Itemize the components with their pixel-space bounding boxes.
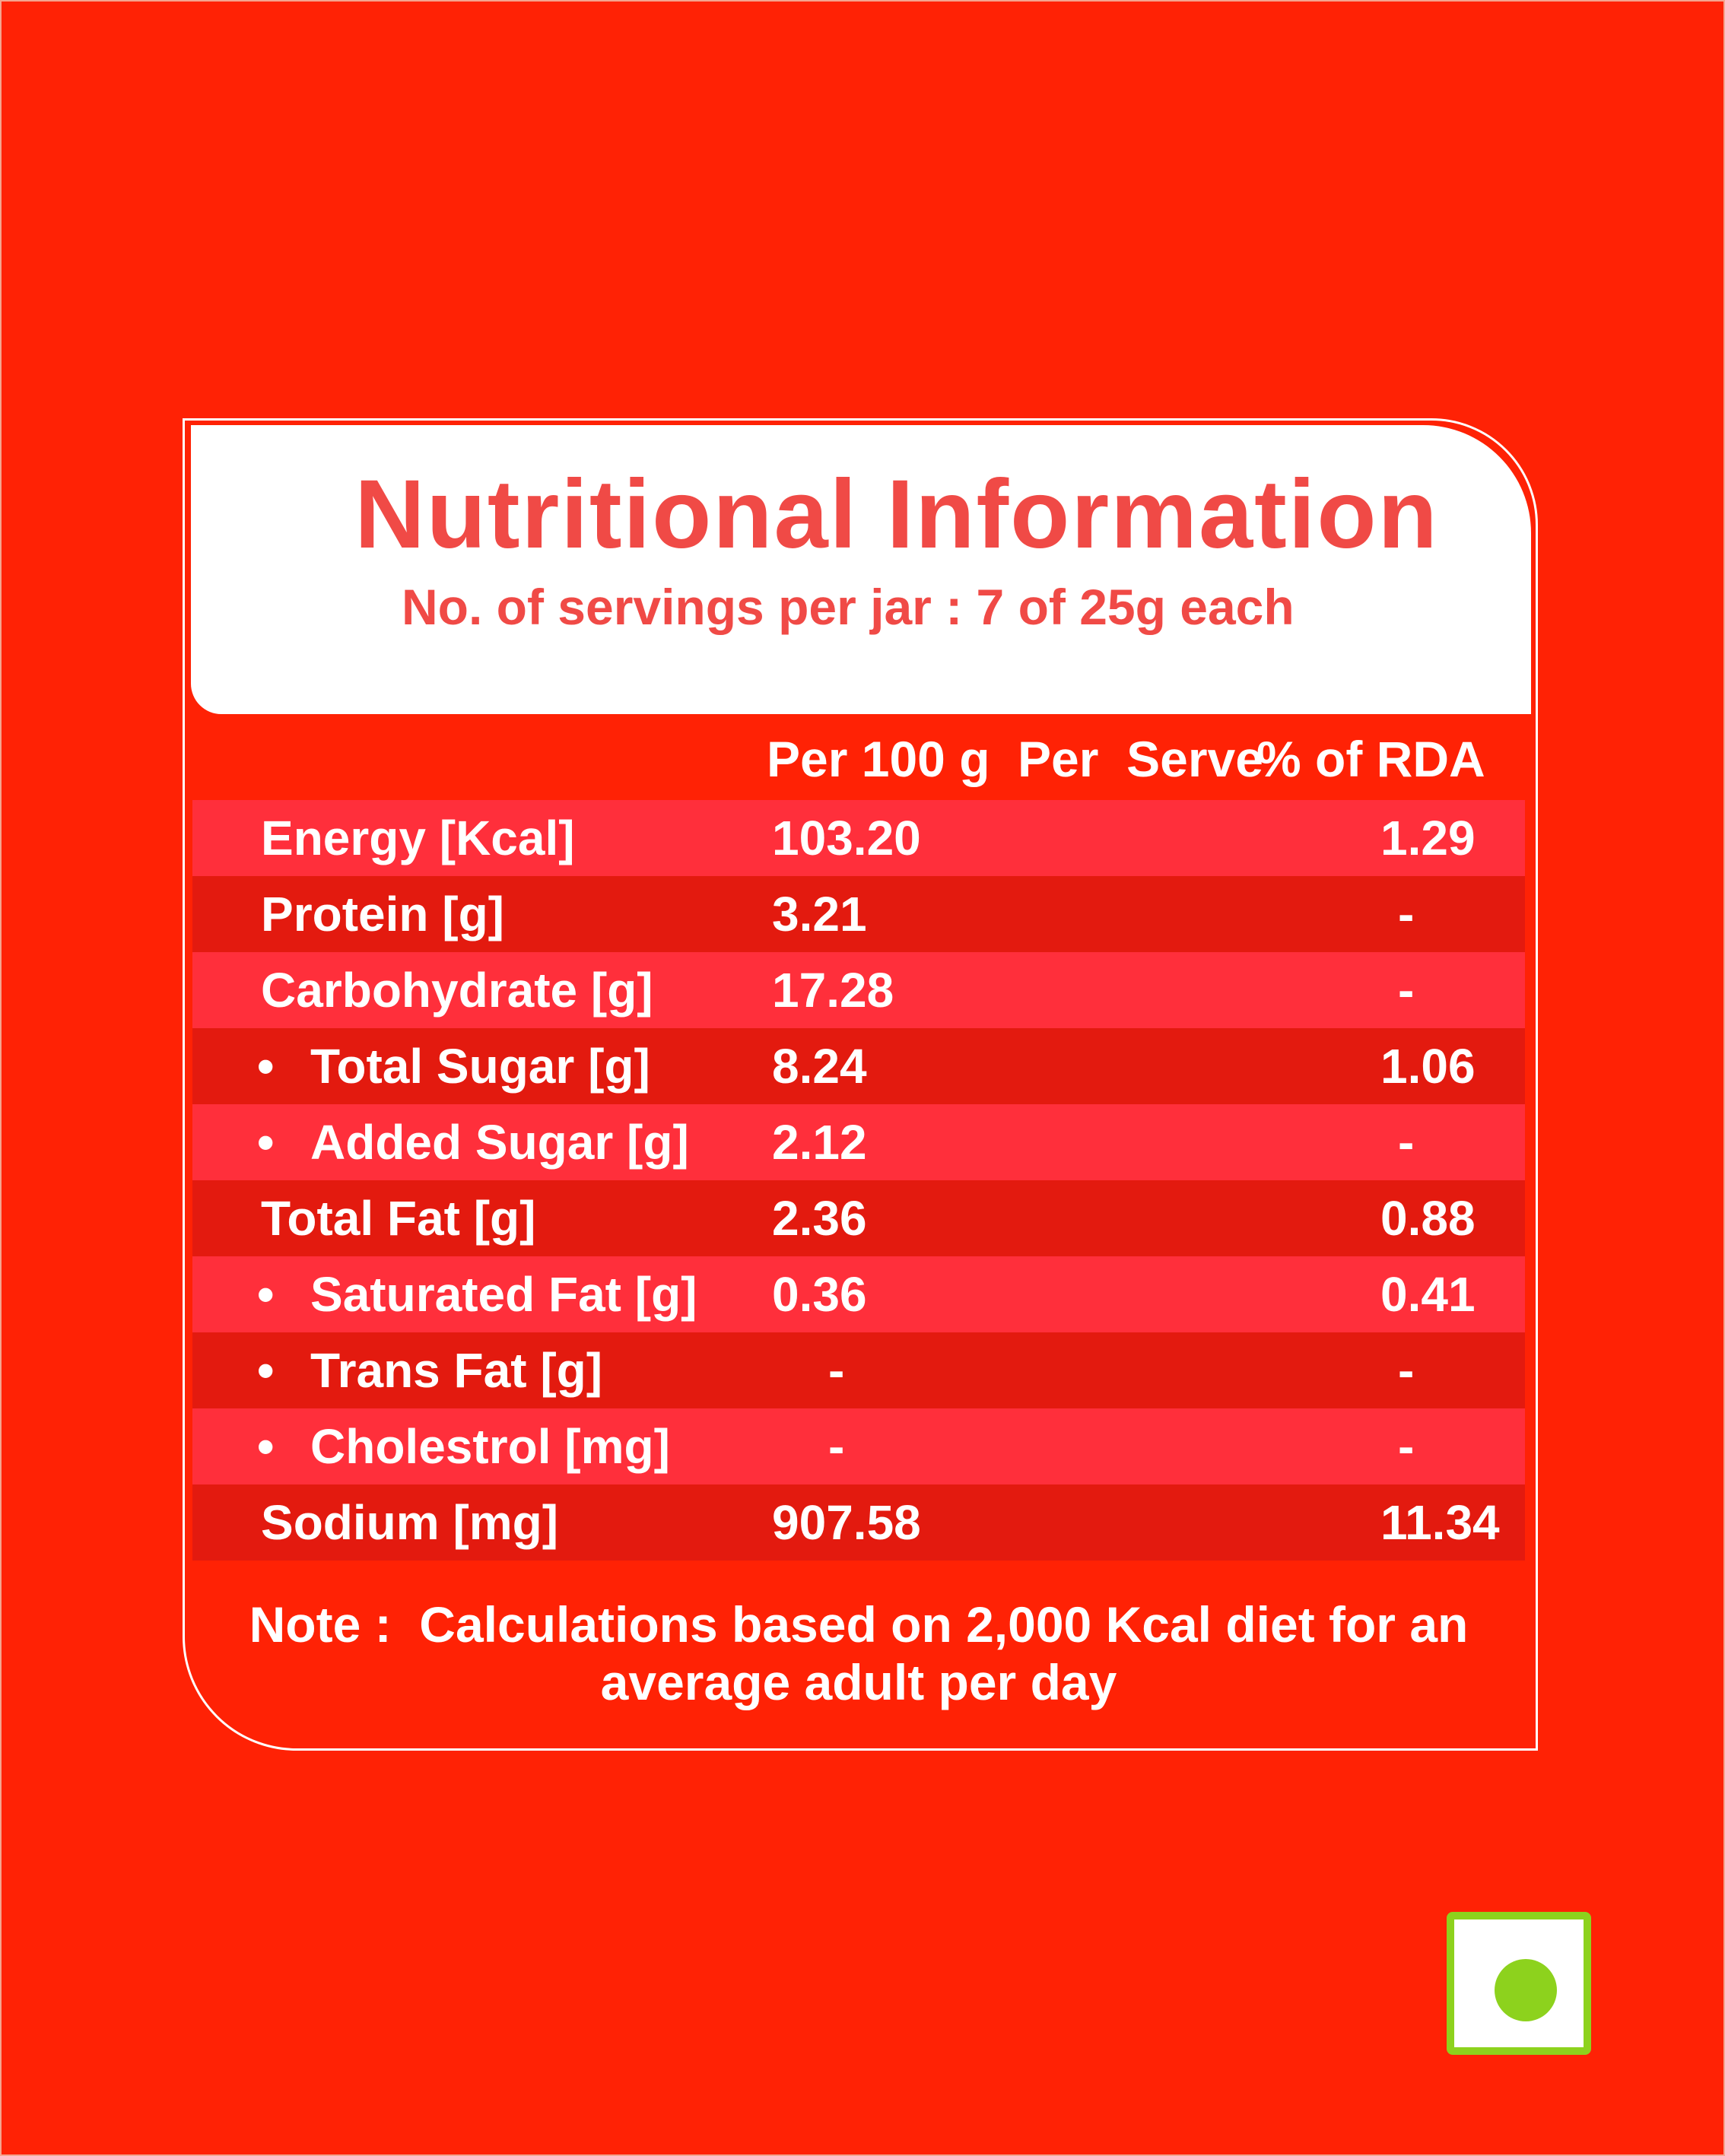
table-row: • Added Sugar [g] 2.12 - <box>192 1104 1525 1180</box>
nutrient-name: • Trans Fat [g] <box>257 1332 602 1408</box>
per-100g-value: - <box>828 1343 845 1398</box>
nutrient-label: Saturated Fat [g] <box>310 1267 697 1322</box>
per-100g-value: 907.58 <box>772 1495 921 1550</box>
nutrient-name: Protein [g] <box>261 876 504 952</box>
note-line-2: average adult per day <box>600 1654 1117 1710</box>
nutrient-label: Protein [g] <box>261 887 504 941</box>
table-row: • Saturated Fat [g] 0.36 0.41 <box>192 1256 1525 1332</box>
per-serve-rda-value: - <box>1398 887 1415 941</box>
nutrient-label: Trans Fat [g] <box>310 1343 603 1398</box>
nutrient-name: • Total Sugar [g] <box>257 1028 650 1104</box>
table-row: • Trans Fat [g] - - <box>192 1332 1525 1408</box>
table-row: • Total Sugar [g] 8.24 1.06 <box>192 1028 1525 1104</box>
per-serve-rda-value: 0.88 <box>1380 1191 1476 1246</box>
nutrient-name: Energy [Kcal] <box>261 800 575 876</box>
nutrient-label: Added Sugar [g] <box>310 1115 689 1170</box>
per-serve-rda-value: 11.34 <box>1380 1495 1500 1550</box>
nutrient-name: • Added Sugar [g] <box>257 1104 689 1180</box>
table-row: Energy [Kcal] 103.20 1.29 <box>192 800 1525 876</box>
per-serve-rda-value: - <box>1398 1343 1415 1398</box>
nutrient-label: Sodium [mg] <box>261 1495 559 1550</box>
per-serve-rda-value: - <box>1398 1115 1415 1170</box>
nutrient-label: Energy [Kcal] <box>261 811 575 865</box>
servings-subtitle: No. of servings per jar : 7 of 25g each <box>402 579 1295 635</box>
bullet-icon: • <box>257 1419 275 1474</box>
nutrient-label: Carbohydrate [g] <box>261 963 653 1018</box>
per-100g-value: 17.28 <box>772 963 894 1018</box>
per-100g-value: - <box>828 1419 845 1474</box>
bullet-icon: • <box>257 1267 275 1322</box>
table-row: Carbohydrate [g] 17.28 - <box>192 952 1525 1028</box>
bullet-icon: • <box>257 1039 275 1094</box>
per-100g-value: 0.36 <box>772 1267 867 1322</box>
per-serve-rda-value: - <box>1398 963 1415 1018</box>
bullet-icon: • <box>257 1115 275 1170</box>
nutrient-name: • Cholestrol [mg] <box>257 1408 670 1484</box>
table-row: Protein [g] 3.21 - <box>192 876 1525 952</box>
column-header-per-100g: Per 100 g <box>767 731 990 787</box>
per-100g-value: 8.24 <box>772 1039 867 1094</box>
veg-symbol-icon <box>1447 1912 1591 2055</box>
nutrient-name: Carbohydrate [g] <box>261 952 653 1028</box>
bullet-icon: • <box>257 1343 275 1398</box>
per-100g-value: 2.36 <box>772 1191 867 1246</box>
nutrient-label: Total Sugar [g] <box>310 1039 650 1094</box>
nutrient-label: Total Fat [g] <box>261 1191 536 1246</box>
column-header-per-serve: Per Serve <box>1018 731 1263 787</box>
nutrient-name: Total Fat [g] <box>261 1180 535 1256</box>
note-text: Note : Calculations based on 2,000 Kcal … <box>192 1596 1525 1711</box>
per-serve-rda-value: - <box>1398 1419 1415 1474</box>
per-serve-rda-value: 1.06 <box>1380 1039 1476 1094</box>
per-100g-value: 103.20 <box>772 811 921 865</box>
table-row: • Cholestrol [mg] - - <box>192 1408 1525 1484</box>
per-serve-rda-value: 1.29 <box>1380 811 1476 865</box>
page-title: Nutritional Information <box>354 460 1439 569</box>
header-box <box>191 425 1531 714</box>
nutrient-name: Sodium [mg] <box>261 1484 558 1561</box>
per-100g-value: 2.12 <box>772 1115 867 1170</box>
nutrient-label: Cholestrol [mg] <box>310 1419 670 1474</box>
per-serve-rda-value: 0.41 <box>1380 1267 1476 1322</box>
nutrient-name: • Saturated Fat [g] <box>257 1256 697 1332</box>
note-line-1: Note : Calculations based on 2,000 Kcal … <box>249 1596 1469 1653</box>
per-100g-value: 3.21 <box>772 887 867 941</box>
veg-dot-icon <box>1495 1959 1557 2021</box>
table-row: Sodium [mg] 907.58 11.34 <box>192 1484 1525 1561</box>
column-header-rda: % of RDA <box>1256 731 1485 787</box>
table-row: Total Fat [g] 2.36 0.88 <box>192 1180 1525 1256</box>
nutrition-panel-outline <box>183 418 1538 1751</box>
